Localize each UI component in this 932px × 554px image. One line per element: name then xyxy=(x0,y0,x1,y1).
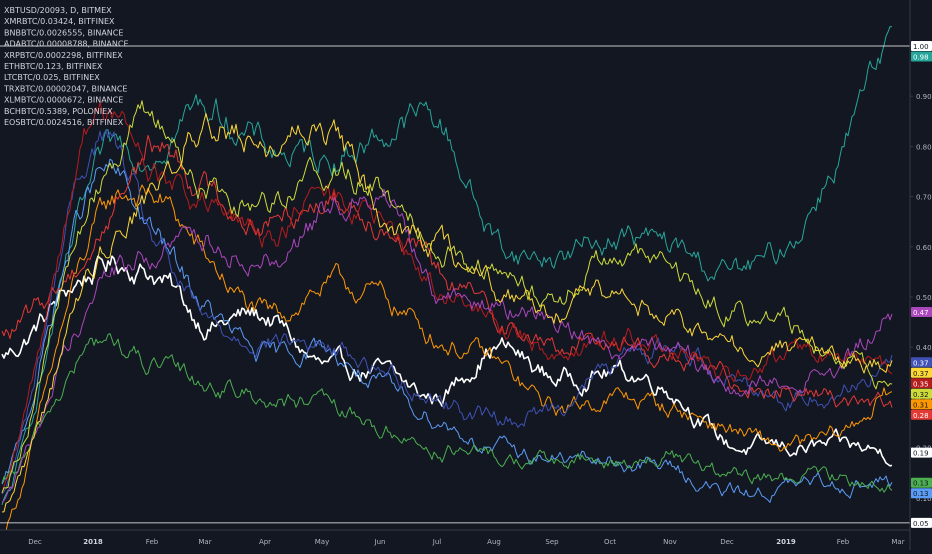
y-tick-label: 0.10 xyxy=(916,495,932,503)
y-tick-label: 0.50 xyxy=(916,294,932,302)
legend-entry[interactable]: LTCBTC/0.025, BITFINEX xyxy=(4,73,100,82)
series-lines-layer xyxy=(1,26,893,533)
series-line xyxy=(1,158,893,503)
series-line xyxy=(1,333,893,493)
price-badge-label: 0.37 xyxy=(913,370,929,378)
y-tick-label: 0.90 xyxy=(916,93,932,101)
legend-entry[interactable]: XBTUSD/20093, D, BITMEX xyxy=(4,6,112,15)
price-badge-label: 0.47 xyxy=(913,309,929,317)
series-line xyxy=(1,100,893,494)
y-tick-label: 0.40 xyxy=(916,344,932,352)
legend-entry[interactable]: TRXBTC/0.00002047, BINANCE xyxy=(3,84,127,93)
price-badge xyxy=(911,409,932,420)
price-badge xyxy=(911,378,932,389)
price-badge-label: 0.28 xyxy=(913,412,929,420)
x-tick-label: Sep xyxy=(545,538,559,546)
x-tick-label: Dec xyxy=(28,538,42,546)
series-line xyxy=(1,255,893,467)
price-axis-background xyxy=(910,0,932,550)
x-tick-label: Aug xyxy=(487,538,501,546)
series-line xyxy=(1,113,893,513)
price-badge xyxy=(911,477,932,488)
series-line xyxy=(1,101,893,493)
x-tick-label: Mar xyxy=(198,538,211,546)
legend-entry[interactable]: BNBBTC/0.0026555, BINANCE xyxy=(4,28,123,37)
legend-entry[interactable]: ETHBTC/0.123, BITFINEX xyxy=(4,62,103,71)
x-tick-label: Feb xyxy=(146,538,159,546)
series-line xyxy=(1,184,893,533)
price-badge xyxy=(911,447,932,458)
price-badge xyxy=(911,51,932,62)
price-badge-label: 1.00 xyxy=(913,43,929,51)
legend-layer: XBTUSD/20093, D, BITMEX XMRBTC/0.03424, B… xyxy=(3,6,129,127)
price-badge xyxy=(911,367,932,378)
series-line xyxy=(1,134,893,408)
price-badge xyxy=(911,517,932,528)
x-tick-label: Oct xyxy=(604,538,616,546)
price-badge-label: 0.31 xyxy=(913,401,929,409)
x-tick-label: Jun xyxy=(374,538,386,546)
price-badges-layer: 1.00 0.98 0.47 0.37 0.37 0.35 0.32 0.31 0.28 0.19… xyxy=(911,41,932,528)
time-axis-background xyxy=(0,530,910,550)
x-tick-label: Nov xyxy=(663,538,677,546)
x-tick-label: Dec xyxy=(720,538,734,546)
price-badge-label: 0.13 xyxy=(913,480,929,488)
x-tick-label: Mar xyxy=(891,538,904,546)
legend-entry[interactable]: BCHBTC/0.5389, POLONIEX xyxy=(4,107,113,116)
series-line xyxy=(1,26,893,506)
price-badge-label: 0.13 xyxy=(913,490,929,498)
price-badge-label: 0.19 xyxy=(913,450,929,458)
price-badge xyxy=(911,307,932,318)
series-line xyxy=(1,129,893,495)
x-tick-label: May xyxy=(315,538,329,546)
x-tick-label: Jul xyxy=(432,538,442,546)
horizontal-lines-layer xyxy=(0,45,910,524)
legend-entry[interactable]: XLMBTC/0.0000672, BINANCE xyxy=(4,96,123,105)
price-badge-label: 0.37 xyxy=(913,359,929,367)
legend-entry[interactable]: XRPBTC/0.0002298, BITFINEX xyxy=(4,51,123,60)
price-badge xyxy=(911,357,932,368)
legend-entry[interactable]: EOSBTC/0.0024516, BITFINEX xyxy=(4,118,124,127)
price-badge-label: 0.98 xyxy=(913,54,929,62)
x-tick-label: Apr xyxy=(259,538,271,546)
x-tick-label: 2018 xyxy=(83,538,103,546)
y-tick-label: 0.70 xyxy=(916,194,932,202)
y-tick-label: 0.80 xyxy=(916,143,932,151)
price-badge-label: 0.05 xyxy=(913,520,929,528)
price-badge-label: 0.35 xyxy=(913,380,929,388)
x-tick-label: Feb xyxy=(837,538,850,546)
price-badge xyxy=(911,41,932,51)
price-badge xyxy=(911,488,932,499)
legend-entry[interactable]: ADABTC/0.00008788, BINANCE xyxy=(4,40,129,49)
price-badge xyxy=(911,388,932,399)
y-tick-label: 0.60 xyxy=(916,244,932,252)
legend-entry[interactable]: XMRBTC/0.03424, BITFINEX xyxy=(4,17,115,26)
series-line xyxy=(1,188,893,503)
price-badge xyxy=(911,399,932,410)
x-tick-label: 2019 xyxy=(776,538,796,546)
price-badge-label: 0.32 xyxy=(913,391,929,399)
